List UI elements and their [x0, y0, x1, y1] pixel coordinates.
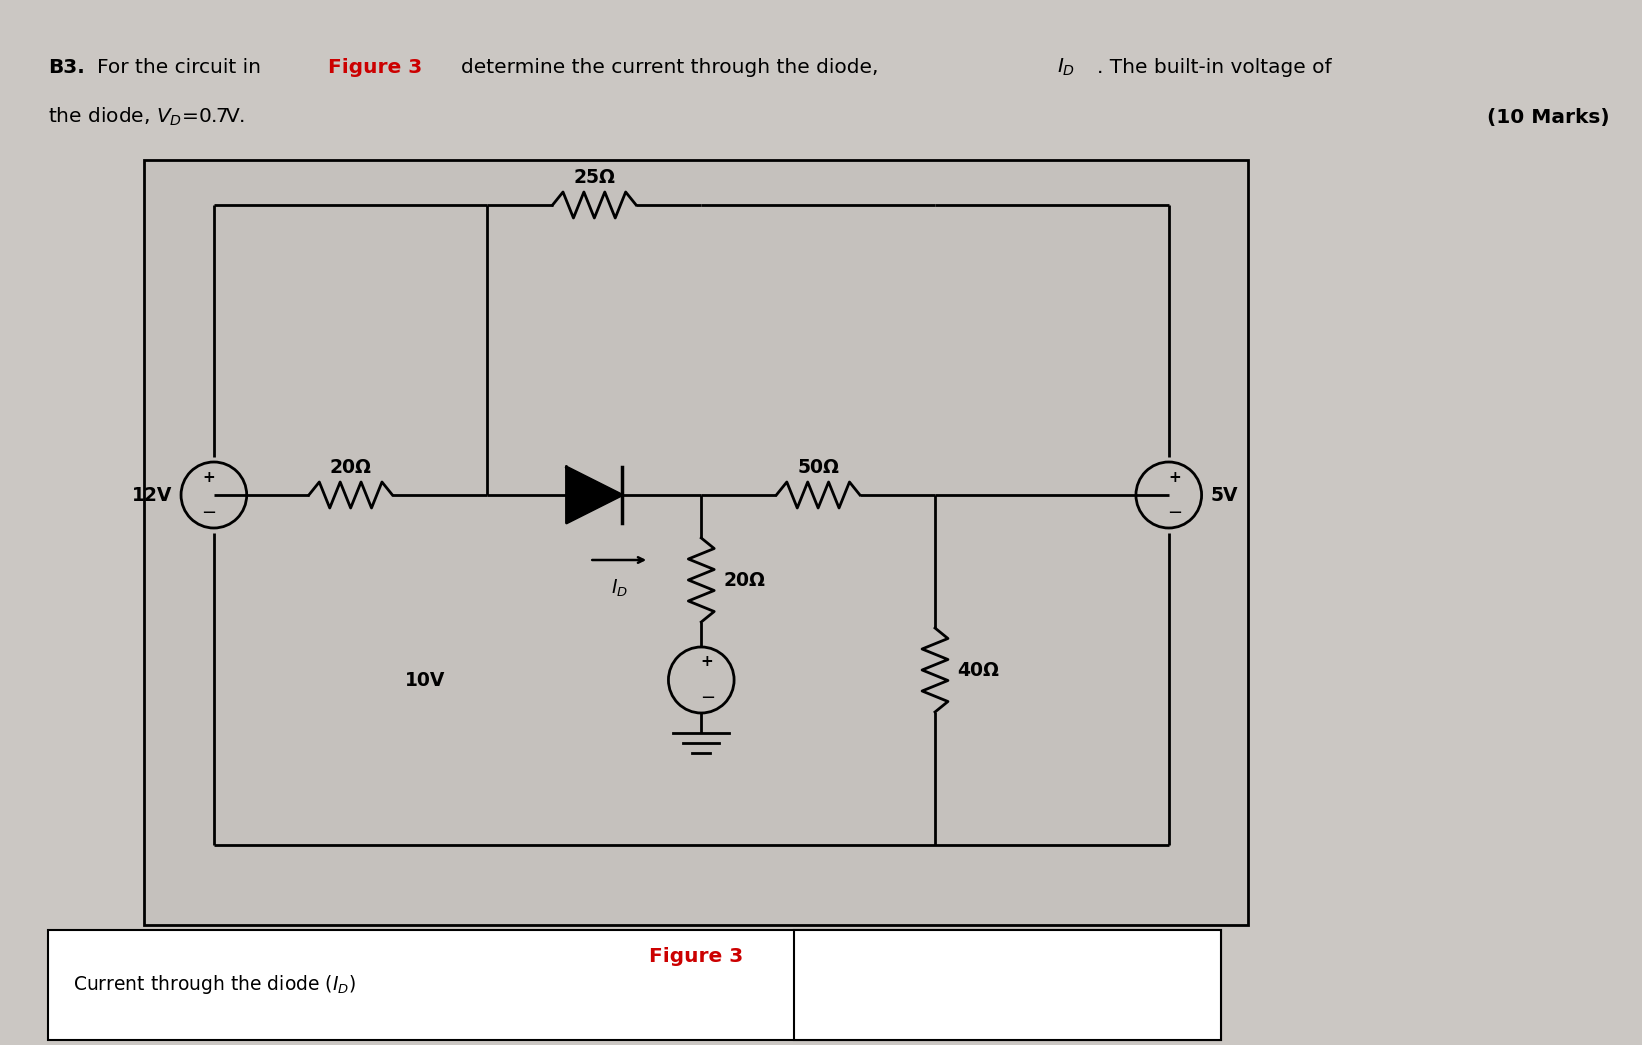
- Text: 20Ω: 20Ω: [722, 571, 765, 589]
- Text: +: +: [202, 469, 215, 485]
- Text: Figure 3: Figure 3: [328, 57, 422, 76]
- Text: −: −: [699, 689, 714, 707]
- Text: determine the current through the diode,: determine the current through the diode,: [460, 57, 878, 76]
- Text: 12V: 12V: [131, 486, 172, 505]
- Bar: [48, 930, 1222, 1040]
- Polygon shape: [566, 467, 622, 522]
- Text: the diode, $V_D$=0.7V.: the diode, $V_D$=0.7V.: [48, 106, 245, 129]
- Text: $I_D$: $I_D$: [1057, 56, 1076, 77]
- Text: (10 Marks): (10 Marks): [1488, 108, 1609, 126]
- Text: Current through the diode ($I_D$): Current through the diode ($I_D$): [72, 974, 356, 997]
- Text: Figure 3: Figure 3: [649, 947, 744, 966]
- Text: 20Ω: 20Ω: [330, 458, 371, 477]
- Text: 10V: 10V: [406, 671, 445, 690]
- Text: −: −: [1167, 504, 1182, 522]
- Text: +: +: [1169, 469, 1181, 485]
- Text: 50Ω: 50Ω: [798, 458, 839, 477]
- Text: . The built-in voltage of: . The built-in voltage of: [1097, 57, 1332, 76]
- Text: +: +: [701, 654, 714, 670]
- Text: For the circuit in: For the circuit in: [97, 57, 261, 76]
- Bar: [793, 930, 1222, 1040]
- Text: 25Ω: 25Ω: [573, 168, 616, 187]
- Text: 40Ω: 40Ω: [957, 660, 998, 679]
- Bar: [144, 160, 1248, 925]
- Text: 5V: 5V: [1210, 486, 1238, 505]
- Text: −: −: [202, 504, 217, 522]
- Text: B3.: B3.: [48, 57, 84, 76]
- Text: $I_D$: $I_D$: [611, 578, 627, 599]
